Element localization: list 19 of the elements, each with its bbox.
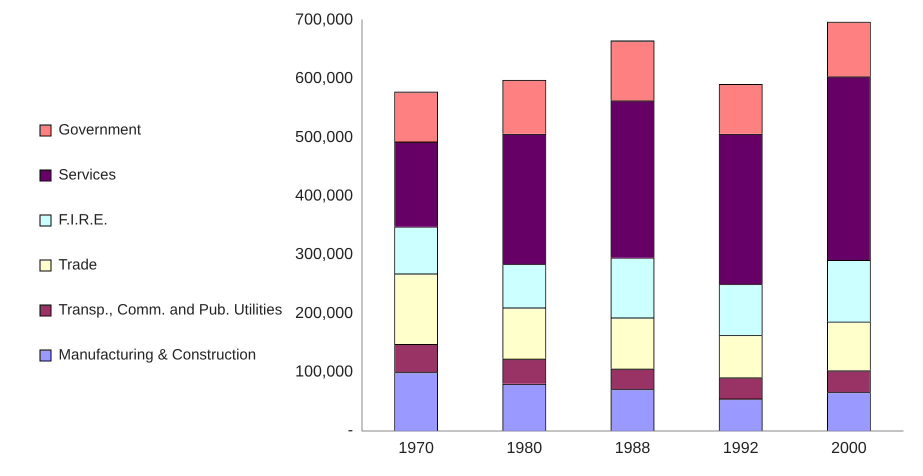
x-tick-label: 1970 <box>398 440 434 457</box>
x-tick-label: 1992 <box>722 440 759 457</box>
y-tick-label: 400,000 <box>295 187 354 204</box>
x-tick-label: 2000 <box>831 440 867 457</box>
y-tick-label: 600,000 <box>295 70 354 88</box>
legend-label: Trade <box>58 256 98 274</box>
legend-label: Government <box>58 122 142 139</box>
legend-label: Services <box>58 166 116 184</box>
x-tick-label: 1980 <box>506 440 542 457</box>
y-tick-label: - <box>348 422 354 440</box>
y-tick-label: 100,000 <box>295 364 354 381</box>
y-tick-label: 300,000 <box>295 246 354 264</box>
y-tick-label: 700,000 <box>295 11 354 28</box>
x-tick-label: 1988 <box>614 440 650 457</box>
legend-label: Transp., Comm. and Pub. Utilities <box>58 302 282 319</box>
y-tick-label: 200,000 <box>295 304 354 322</box>
legend-label: F.I.R.E. <box>58 212 108 229</box>
y-tick-label: 500,000 <box>295 128 354 146</box>
legend-label: Manufacturing & Construction <box>58 346 256 364</box>
